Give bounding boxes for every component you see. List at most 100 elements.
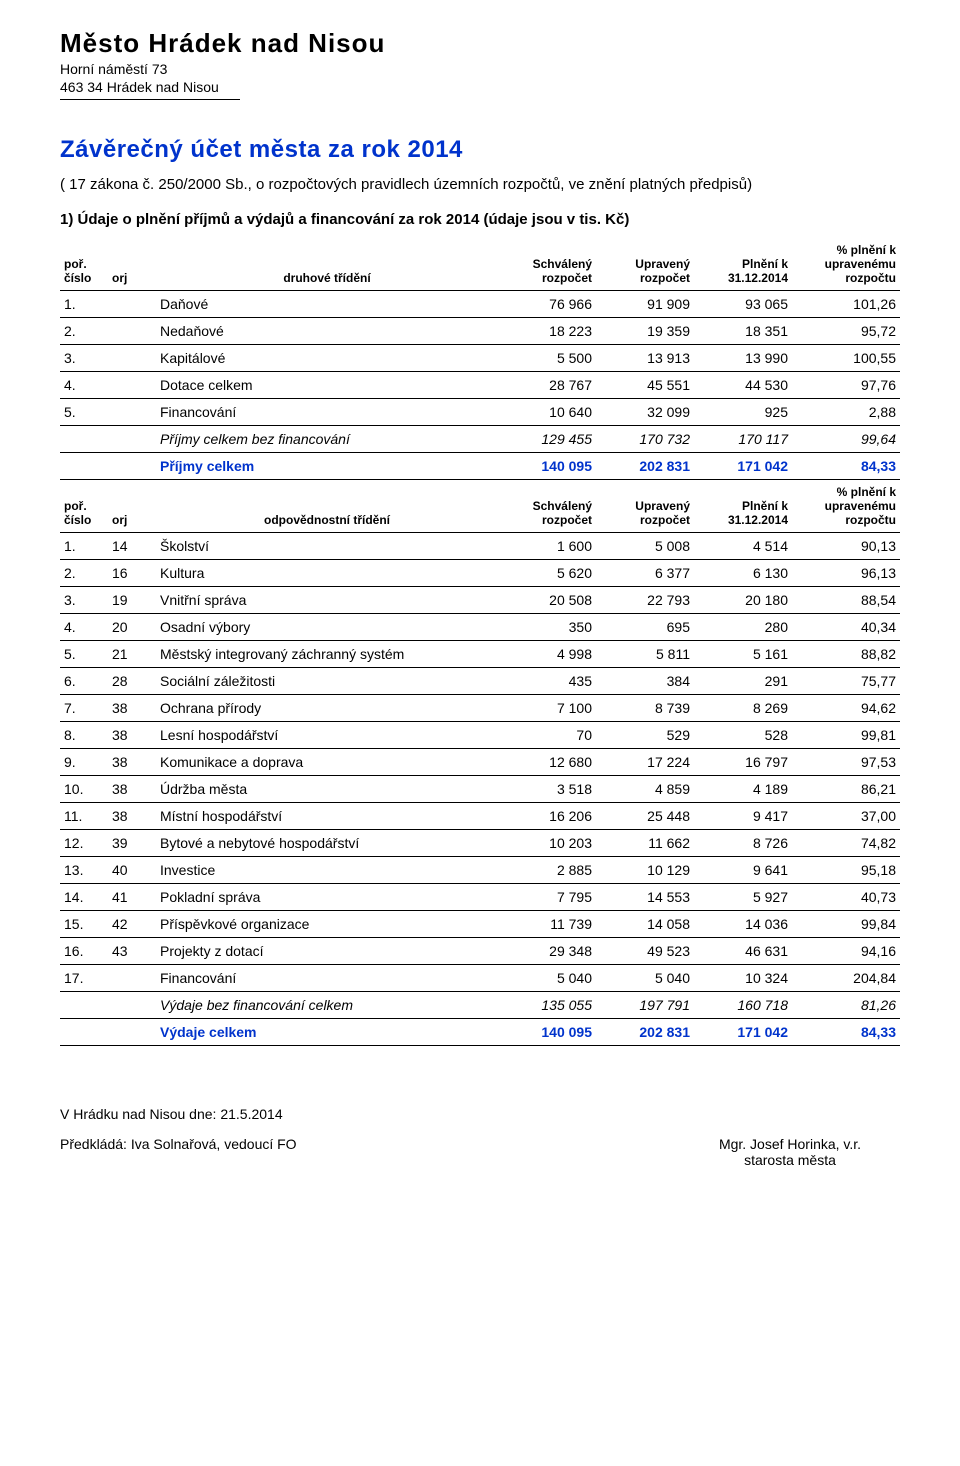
cell-por: 14. [60,884,108,911]
cell-v3: 925 [694,399,792,426]
cell-name: Městský integrovaný záchranný systém [156,641,498,668]
cell-name: Investice [156,857,498,884]
cell-por: 1. [60,291,108,318]
footer-signature: Mgr. Josef Horinka, v.r. starosta města [680,1136,900,1168]
cell-name: Příjmy celkem [156,453,498,480]
cell-v3: 18 351 [694,318,792,345]
cell-v4: 40,34 [792,614,900,641]
table-row: 1.Daňové76 96691 90993 065101,26 [60,291,900,318]
cell-v1: 5 500 [498,345,596,372]
cell-v3: 20 180 [694,587,792,614]
table-row: 4.20Osadní výbory35069528040,34 [60,614,900,641]
cell-v3: 171 042 [694,1019,792,1046]
col-c4c: rozpočtu [845,271,896,285]
cell-v2: 529 [596,722,694,749]
cell-v2: 17 224 [596,749,694,776]
table-header-row: poř. číslo orj druhové třídění Schválený… [60,238,900,291]
col-orj: orj [108,480,156,533]
table-row: 2.Nedaňové18 22319 35918 35195,72 [60,318,900,345]
footer-place-date: V Hrádku nad Nisou dne: 21.5.2014 [60,1106,900,1122]
col-c3b: 31.12.2014 [728,513,788,527]
cell-v4: 88,82 [792,641,900,668]
cell-name: Financování [156,399,498,426]
cell-orj: 43 [108,938,156,965]
col-c4a: % plnění k [837,243,896,257]
footer-signer-title: starosta města [680,1152,900,1168]
cell-orj: 19 [108,587,156,614]
cell-por: 16. [60,938,108,965]
cell-v4: 99,64 [792,426,900,453]
cell-v4: 84,33 [792,453,900,480]
cell-orj: 40 [108,857,156,884]
cell-v1: 10 203 [498,830,596,857]
cell-por: 9. [60,749,108,776]
table-row: 13.40Investice2 88510 1299 64195,18 [60,857,900,884]
cell-orj: 38 [108,776,156,803]
cell-name: Kapitálové [156,345,498,372]
cell-v3: 14 036 [694,911,792,938]
cell-v2: 5 040 [596,965,694,992]
cell-v1: 5 620 [498,560,596,587]
cell-name: Údržba města [156,776,498,803]
col-c2b: rozpočet [640,513,690,527]
cell-v2: 10 129 [596,857,694,884]
cell-v1: 350 [498,614,596,641]
income-subtotal-row: Příjmy celkem bez financování 129 455 17… [60,426,900,453]
cell-name: Sociální záležitosti [156,668,498,695]
cell-v3: 4 514 [694,533,792,560]
table-row: 7.38Ochrana přírody7 1008 7398 26994,62 [60,695,900,722]
footer-signer-name: Mgr. Josef Horinka, v.r. [680,1136,900,1152]
cell-name: Vnitřní správa [156,587,498,614]
cell-orj: 38 [108,722,156,749]
cell-v2: 202 831 [596,1019,694,1046]
cell-v1: 29 348 [498,938,596,965]
cell-v4: 95,18 [792,857,900,884]
cell-v4: 95,72 [792,318,900,345]
cell-v4: 99,81 [792,722,900,749]
cell-v3: 6 130 [694,560,792,587]
cell-por: 5. [60,399,108,426]
col-por-a: poř. [64,257,87,271]
cell-por: 11. [60,803,108,830]
table-row: 10.38Údržba města3 5184 8594 18986,21 [60,776,900,803]
cell-v1: 70 [498,722,596,749]
col-c4b: upravenému [825,499,896,513]
cell-v1: 20 508 [498,587,596,614]
cell-v1: 1 600 [498,533,596,560]
cell-orj: 41 [108,884,156,911]
cell-v1: 3 518 [498,776,596,803]
cell-v3: 171 042 [694,453,792,480]
cell-v4: 97,53 [792,749,900,776]
cell-por: 10. [60,776,108,803]
cell-v4: 94,16 [792,938,900,965]
col-schvaleny: Schválený rozpočet [498,480,596,533]
cell-v2: 91 909 [596,291,694,318]
table-row: 15.42Příspěvkové organizace11 73914 0581… [60,911,900,938]
cell-v4: 86,21 [792,776,900,803]
col-c2a: Upravený [635,499,690,513]
cell-name: Daňové [156,291,498,318]
cell-v2: 4 859 [596,776,694,803]
cell-v4: 37,00 [792,803,900,830]
col-pct: % plnění k upravenému rozpočtu [792,480,900,533]
cell-v1: 16 206 [498,803,596,830]
cell-v3: 8 269 [694,695,792,722]
footer-submitted-by: Předkládá: Iva Solnařová, vedoucí FO [60,1136,297,1168]
org-addr-line1: Horní náměstí 73 [60,61,900,77]
col-name: druhové třídění [156,238,498,291]
cell-v1: 11 739 [498,911,596,938]
cell-v1: 10 640 [498,399,596,426]
cell-v1: 140 095 [498,1019,596,1046]
col-por: poř. číslo [60,238,108,291]
cell-v4: 74,82 [792,830,900,857]
cell-orj: 38 [108,803,156,830]
cell-por: 13. [60,857,108,884]
cell-orj [108,399,156,426]
org-title: Město Hrádek nad Nisou [60,28,900,59]
table-row: 2.16Kultura5 6206 3776 13096,13 [60,560,900,587]
cell-por: 12. [60,830,108,857]
cell-name: Projekty z dotací [156,938,498,965]
cell-por: 3. [60,587,108,614]
cell-name: Příspěvkové organizace [156,911,498,938]
cell-v4: 2,88 [792,399,900,426]
